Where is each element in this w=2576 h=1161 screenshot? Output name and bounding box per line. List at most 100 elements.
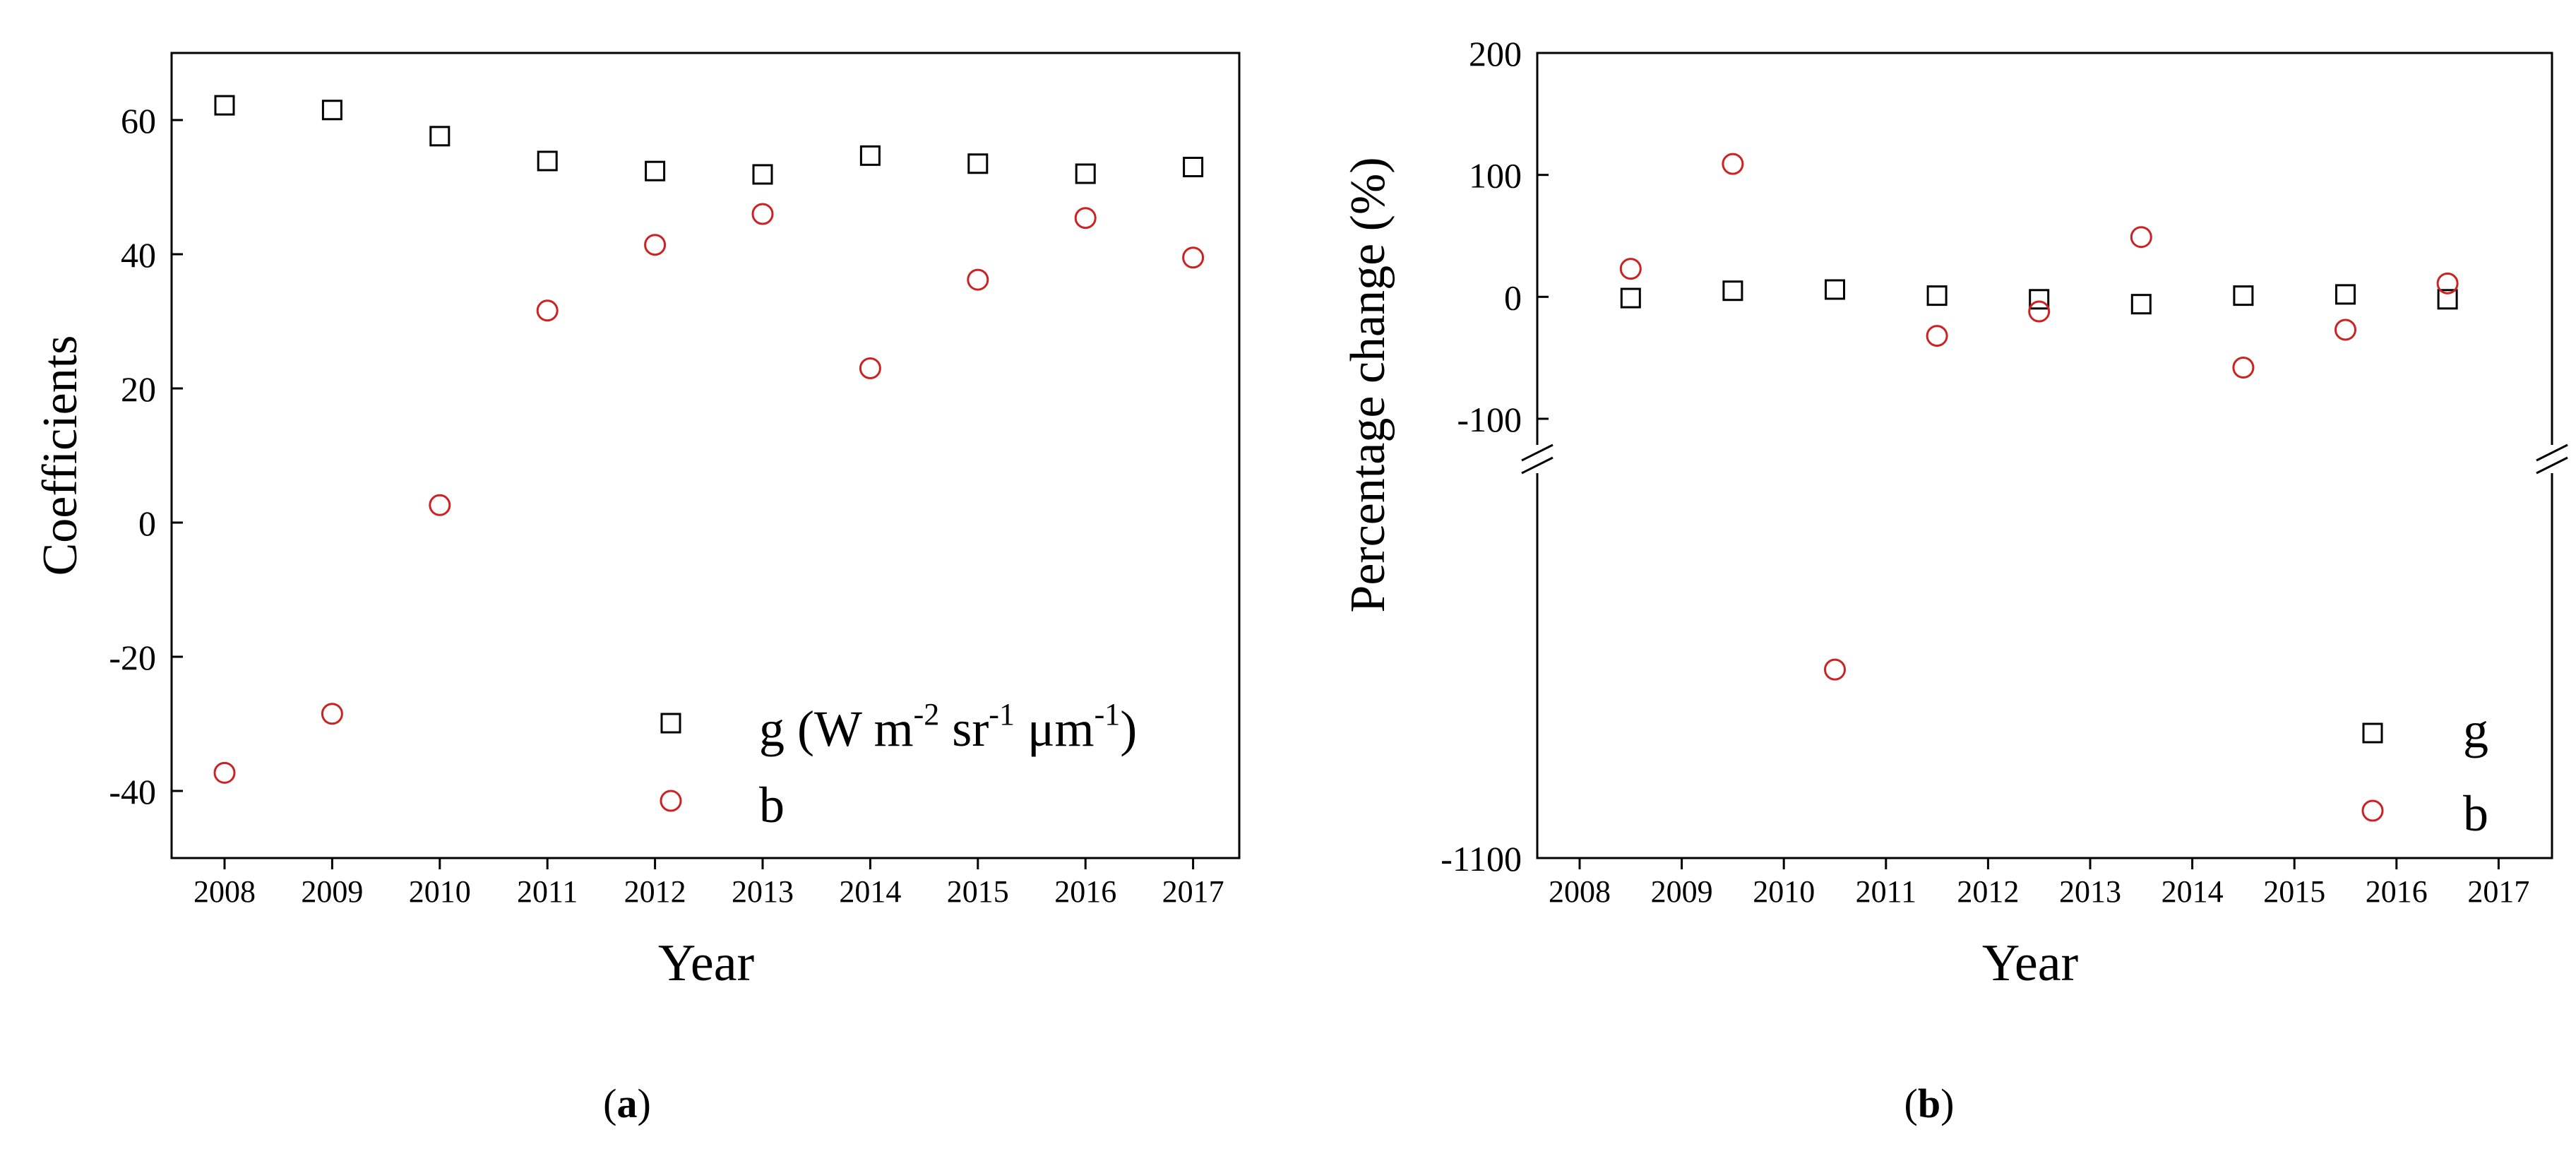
point-b-2013.5 [2130, 226, 2152, 249]
y-tick-label: -100 [1457, 400, 1522, 439]
legend-b-circle-marker [2361, 799, 2384, 822]
panel-a-points [213, 95, 1205, 784]
legend-g-text-4: ) [1120, 701, 1137, 757]
legend-g-square-marker [660, 713, 681, 734]
panel-b-points [1619, 153, 2459, 681]
panel-a-x-axis-title: Year [658, 934, 754, 992]
point-g-2012 [645, 160, 666, 181]
legend-b-circle-marker [660, 790, 682, 812]
point-b-2014 [859, 357, 881, 379]
x-tick-label: 2012 [1957, 874, 2019, 909]
y-tick-label: 60 [121, 101, 156, 141]
x-tick-label: 2014 [839, 874, 901, 909]
point-g-2010 [429, 126, 451, 147]
panel-a-legend: g (W m-2 sr-1 μm-1) b [660, 697, 1137, 833]
point-b-2015.5 [2334, 318, 2356, 341]
point-b-2017 [1182, 246, 1205, 269]
point-g-2017 [1183, 157, 1204, 177]
panel-a-x-axis: 2008 2009 2010 2011 2012 2013 2014 2015 2016 2017 [193, 858, 1224, 909]
x-tick-label: 2011 [1856, 874, 1916, 909]
legend-g-text-2: sr [939, 701, 989, 757]
y-tick-label: 0 [138, 504, 156, 543]
x-tick-label: 2011 [517, 874, 578, 909]
x-tick-label: 2013 [732, 874, 794, 909]
panel-b-x-axis: 2008 2009 2010 2011 2012 2013 2014 2015 2016 2017 [1549, 858, 2529, 909]
panel-b-caption: (b) [1904, 1080, 1955, 1126]
point-b-2015 [967, 268, 989, 291]
axis-break-mark-right-1 [2536, 443, 2568, 462]
point-g-2013 [752, 164, 773, 185]
axis-break-mark-right-2 [2536, 456, 2568, 475]
point-g-2016 [1075, 163, 1096, 184]
point-b-2010.5 [1824, 658, 1846, 681]
y-tick-label: -1100 [1441, 839, 1522, 879]
point-g-2014 [859, 145, 881, 166]
panel-a-y-axis-title: Coefficients [33, 335, 88, 576]
y-tick-label: 200 [1469, 34, 1522, 73]
legend-g-text-1: g (W m [759, 701, 914, 757]
point-b-2014.5 [2232, 356, 2255, 379]
point-b-2008 [213, 761, 236, 784]
x-tick-label: 2016 [1054, 874, 1116, 909]
x-tick-label: 2008 [1549, 874, 1611, 909]
point-b-2011.5 [1926, 325, 1948, 347]
point-g-2008.5 [1620, 287, 1641, 309]
point-b-2012 [644, 234, 667, 256]
x-tick-label: 2009 [1651, 874, 1713, 909]
x-tick-label: 2015 [947, 874, 1009, 909]
point-b-2010 [429, 494, 451, 516]
y-tick-label: -20 [109, 638, 156, 677]
legend-b-label: b [2463, 785, 2488, 842]
x-tick-label: 2017 [1162, 874, 1224, 909]
panel-b-legend: g b [2361, 702, 2488, 842]
point-g-2015.5 [2335, 284, 2356, 305]
point-g-2016.5 [2437, 289, 2458, 310]
legend-g-sup-1: -2 [914, 697, 940, 732]
point-g-2011.5 [1926, 285, 1948, 306]
point-b-2009 [321, 703, 343, 725]
point-g-2013.5 [2130, 294, 2152, 315]
y-tick-label: 40 [121, 235, 156, 275]
point-b-2013 [751, 203, 774, 225]
point-b-2011 [536, 299, 559, 322]
point-g-2008 [214, 95, 235, 116]
x-tick-label: 2017 [2467, 874, 2529, 909]
y-tick-label: 20 [121, 369, 156, 409]
point-g-2009 [321, 100, 342, 121]
x-tick-label: 2013 [2059, 874, 2121, 909]
y-tick-label: 100 [1469, 156, 1522, 196]
point-b-2009.5 [1722, 153, 1744, 175]
legend-g-square-marker [2362, 722, 2383, 744]
x-tick-label: 2012 [624, 874, 686, 909]
panel-a-caption: (a) [603, 1080, 651, 1126]
legend-g-sup-3: -1 [1095, 697, 1121, 732]
panel-a-y-axis: 60 40 20 0 -20 -40 [109, 101, 183, 811]
panel-a-plot-frame [170, 52, 1241, 859]
point-g-2014.5 [2233, 285, 2254, 306]
point-b-2008.5 [1619, 258, 1642, 280]
point-b-2016.5 [2436, 272, 2459, 294]
point-g-2011 [537, 150, 558, 172]
panel-b-caption-letter: b [1918, 1080, 1940, 1126]
panel-b-y-axis-title: Percentage change (%) [1341, 157, 1395, 612]
point-g-2010.5 [1825, 279, 1845, 300]
legend-g-text-3: μm [1015, 701, 1095, 757]
panel-b-plot-frame [1536, 52, 2553, 859]
legend-b-label: b [759, 777, 785, 833]
legend-g-sup-2: -1 [989, 697, 1015, 732]
x-tick-label: 2010 [1753, 874, 1815, 909]
panel-b-y-axis: 200 100 0 -100 -1100 [1441, 34, 1549, 879]
x-tick-label: 2014 [2161, 874, 2224, 909]
point-b-2012.5 [2028, 300, 2051, 323]
x-tick-label: 2015 [2263, 874, 2325, 909]
point-g-2015 [967, 153, 989, 174]
point-b-2016 [1074, 207, 1097, 230]
x-tick-label: 2009 [301, 874, 363, 909]
legend-g-label: g (W m-2 sr-1 μm-1) [759, 697, 1137, 757]
panel-b-chart: 200 100 0 -100 -1100 2008 2009 2010 2011 2012 201… [1341, 34, 2568, 1126]
y-tick-label: -40 [109, 772, 156, 811]
x-tick-label: 2010 [409, 874, 471, 909]
point-g-2009.5 [1722, 280, 1743, 302]
